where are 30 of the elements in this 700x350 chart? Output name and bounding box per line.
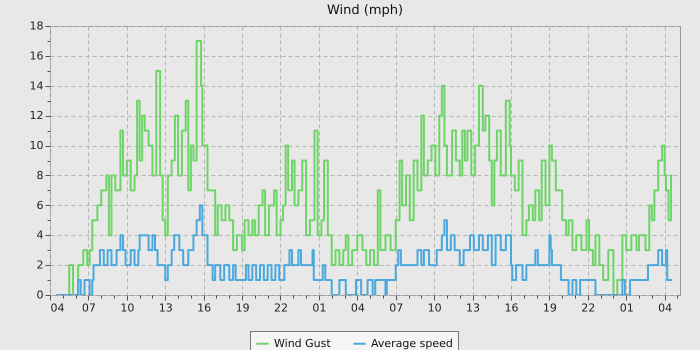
x-tick-label: 10 (428, 302, 442, 314)
y-tick-label: 14 (30, 79, 44, 92)
y-tick-label: 2 (36, 258, 44, 272)
y-tick-label: 0 (36, 288, 44, 302)
legend-label: Wind Gust (274, 336, 332, 350)
x-tick-label: 19 (236, 302, 250, 314)
x-tick-label: 04 (50, 302, 64, 314)
y-tick-label: 18 (30, 20, 44, 32)
y-tick-label: 16 (30, 49, 44, 62)
y-tick-label: 6 (36, 198, 44, 212)
chart-title: Wind (mph) (326, 3, 404, 18)
y-tick-label: 8 (36, 168, 44, 182)
x-tick-label: 01 (620, 302, 634, 314)
x-tick-label: 19 (542, 302, 557, 314)
x-tick-label: 13 (466, 302, 480, 314)
y-tick-label: 10 (30, 139, 44, 152)
x-tick-label: 22 (274, 302, 288, 314)
legend-label: Average speed (371, 336, 453, 350)
x-tick-label: 04 (658, 302, 672, 314)
x-tick-label: 10 (120, 302, 134, 314)
y-tick-label: 4 (36, 228, 44, 242)
x-tick-label: 04 (350, 302, 365, 314)
x-tick-label: 07 (389, 302, 404, 314)
x-tick-label: 16 (504, 302, 518, 314)
y-tick-label: 12 (30, 109, 44, 122)
x-tick-label: 07 (82, 302, 96, 314)
x-tick-label: 22 (581, 302, 596, 314)
x-tick-label: 01 (312, 302, 326, 314)
x-tick-label: 16 (197, 302, 212, 314)
x-tick-label: 13 (158, 302, 173, 314)
